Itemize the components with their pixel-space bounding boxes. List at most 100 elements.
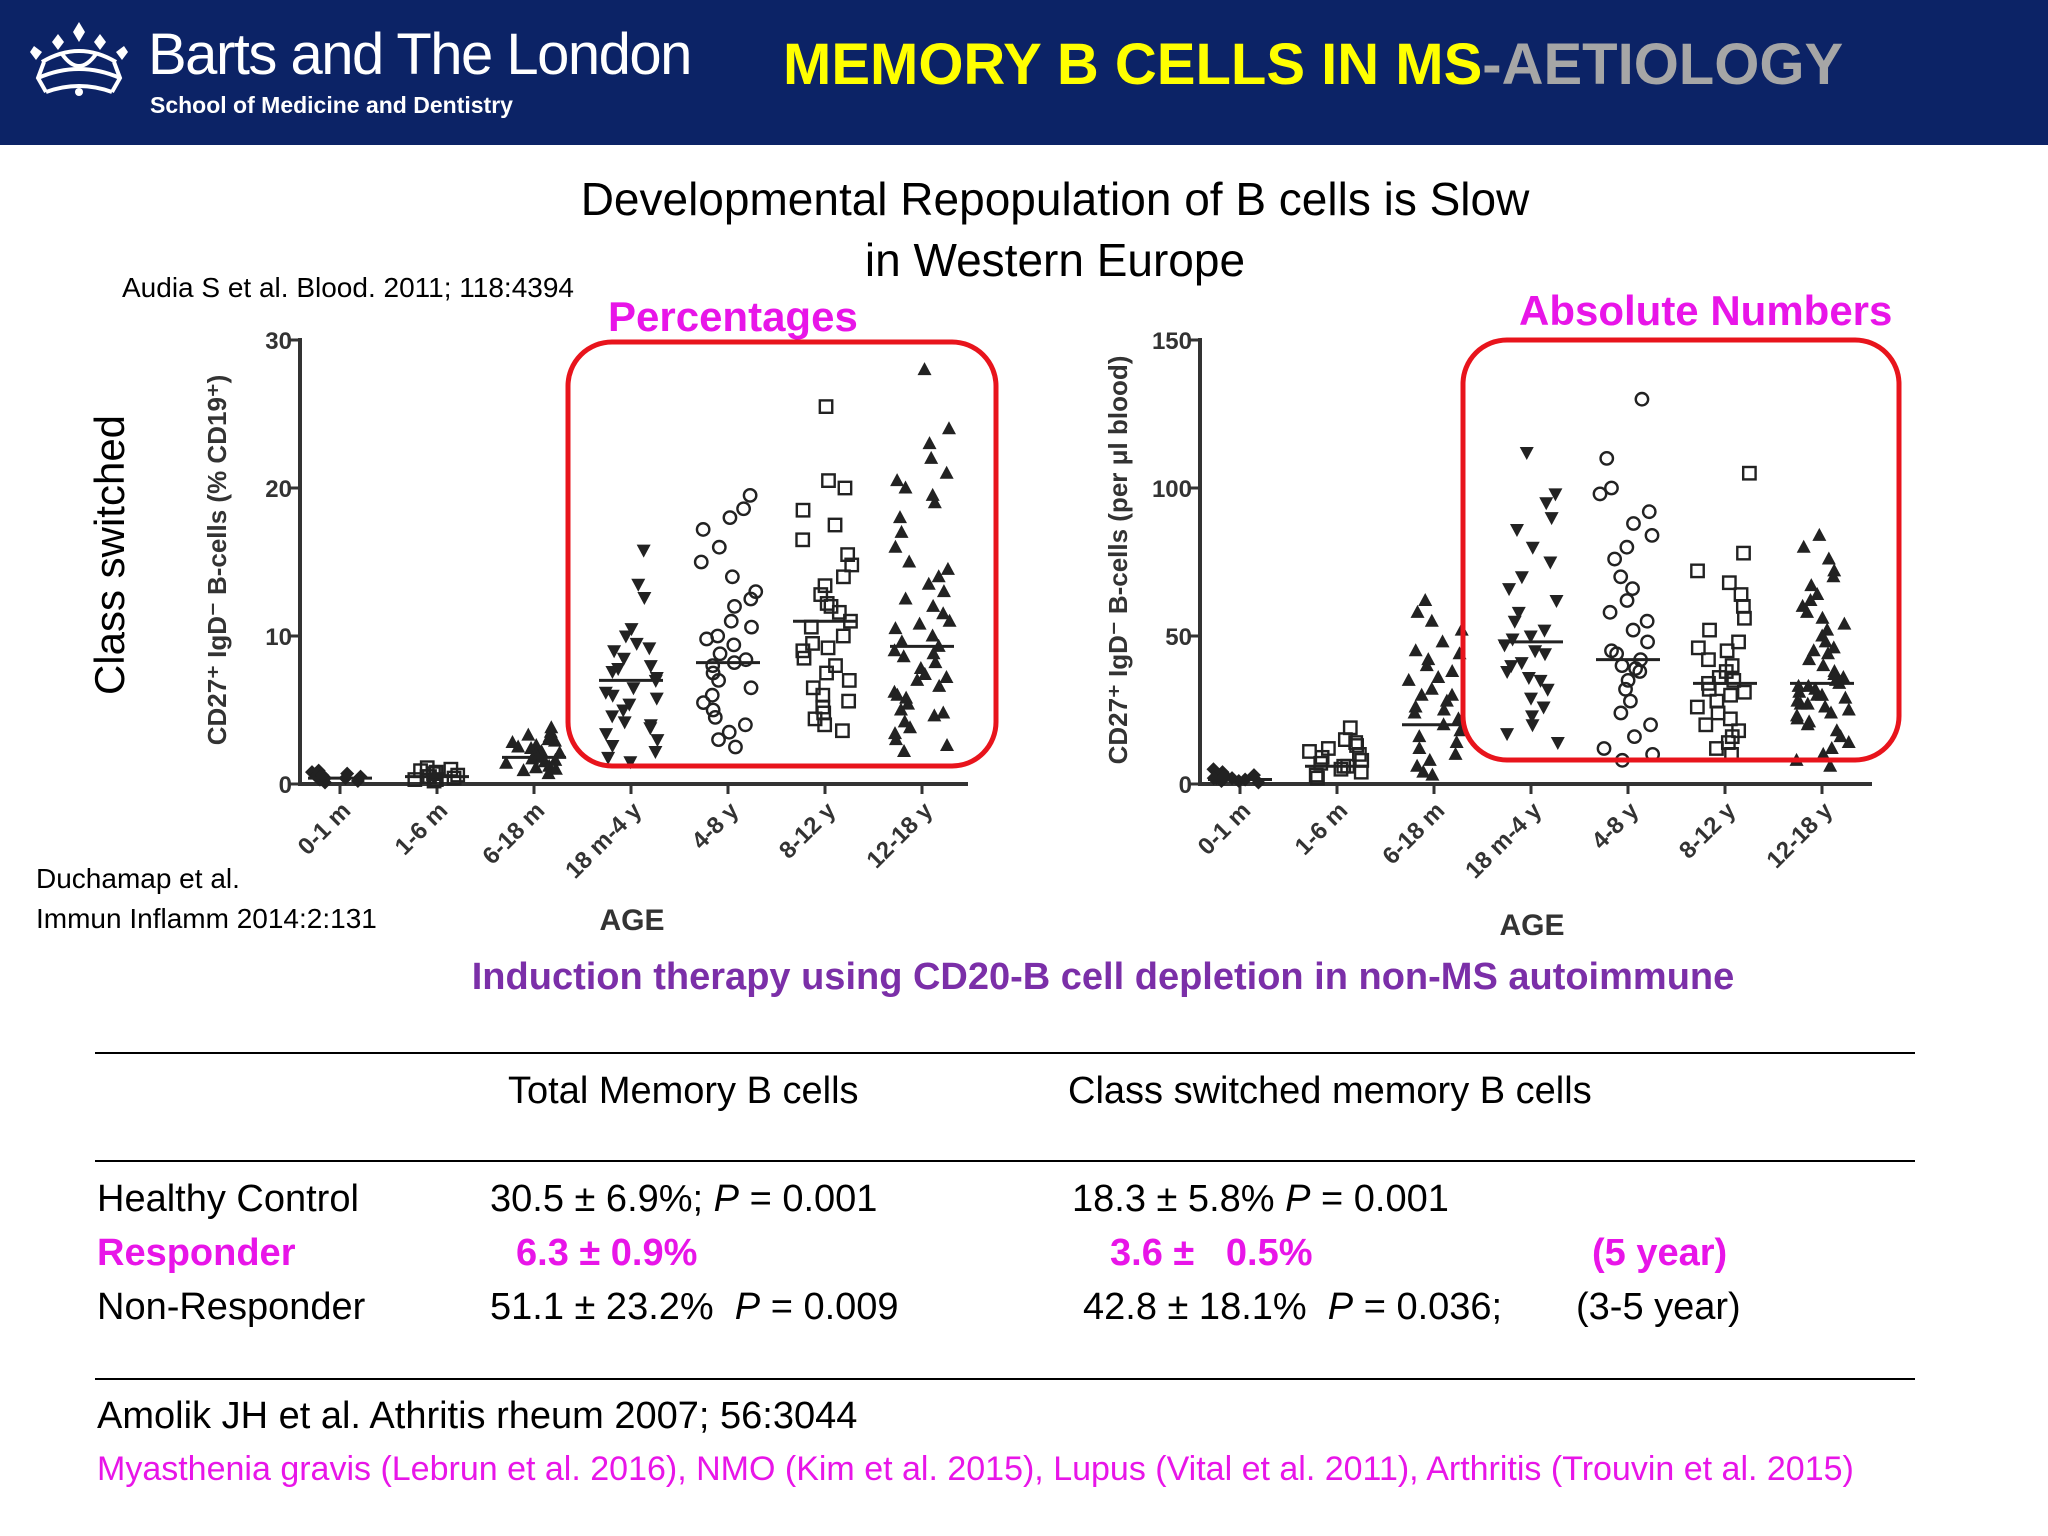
data-point <box>1408 699 1423 713</box>
data-point <box>1604 480 1619 496</box>
data-point <box>1348 735 1364 750</box>
x-tick-label: 18 m-4 y <box>1460 797 1547 884</box>
logo-subtitle: School of Medicine and Dentistry <box>150 92 513 118</box>
data-point <box>626 682 641 696</box>
data-point <box>629 637 644 651</box>
data-point <box>942 613 957 627</box>
data-point <box>643 719 658 733</box>
data-point <box>1539 497 1554 511</box>
data-point <box>616 704 631 718</box>
data-point <box>643 660 658 674</box>
title-main-text: MEMORY B CELLS IN MS <box>783 32 1483 97</box>
data-point <box>617 716 632 730</box>
row-healthy-total-eq: = 0.001 <box>739 1178 878 1220</box>
data-point <box>1837 616 1852 630</box>
header-bar: Barts and The London School of Medicine … <box>0 0 2048 145</box>
charts-canvas: 0 10 20 30 CD27⁺ IgD⁻ B-cells (% CD19⁺) 0-1 m… <box>202 328 1902 942</box>
data-point <box>743 680 759 696</box>
data-point <box>737 717 753 733</box>
data-point <box>724 569 740 585</box>
data-point <box>1620 672 1636 688</box>
data-point <box>1833 729 1848 743</box>
data-point <box>605 740 620 754</box>
data-point <box>901 696 916 710</box>
data-point <box>736 501 751 517</box>
data-point <box>1549 594 1564 608</box>
data-point <box>1722 711 1738 727</box>
data-point <box>616 652 631 666</box>
data-point <box>648 745 663 759</box>
data-point <box>611 663 626 677</box>
data-point <box>547 733 562 747</box>
data-point <box>599 728 614 742</box>
data-point <box>711 732 726 747</box>
data-point <box>917 362 932 376</box>
data-point <box>1841 735 1856 749</box>
data-point <box>1523 630 1538 644</box>
data-point <box>936 584 951 598</box>
data-point <box>1719 643 1735 659</box>
data-point <box>499 755 514 769</box>
data-point <box>1507 615 1522 629</box>
data-point <box>637 592 652 606</box>
data-point <box>1827 666 1842 680</box>
data-point <box>712 646 728 662</box>
data-point <box>940 561 955 575</box>
data-point <box>925 628 940 642</box>
data-point <box>1523 692 1538 706</box>
table-header-total: Total Memory B cells <box>508 1070 859 1112</box>
data-point <box>1439 693 1454 707</box>
data-point <box>705 658 721 673</box>
data-point <box>1410 758 1425 772</box>
x-tick-label: 4-8 y <box>1586 797 1644 855</box>
data-point <box>711 672 726 688</box>
data-point <box>1599 450 1615 466</box>
data-point <box>711 539 727 555</box>
row-responder-total: 6.3 ± 0.9% <box>516 1232 698 1274</box>
data-point <box>927 495 942 509</box>
data-point <box>1500 728 1515 742</box>
data-point <box>898 591 913 605</box>
data-point <box>1525 541 1540 555</box>
row-healthy-switched-value: 18.3 ± 5.8% <box>1072 1178 1286 1220</box>
y-tick-label: 20 <box>265 476 292 503</box>
row-nonresponder-total: 51.1 ± 23.2% P = 0.009 <box>490 1288 899 1326</box>
data-point <box>696 695 711 710</box>
data-point <box>1815 610 1830 624</box>
data-point <box>1804 578 1819 592</box>
data-point <box>818 399 834 415</box>
data-point <box>1528 645 1543 659</box>
reference-list: Myasthenia gravis (Lebrun et al. 2016), … <box>97 1450 1854 1488</box>
row-healthy-group: Healthy Control <box>97 1178 359 1220</box>
data-point <box>695 522 711 537</box>
data-point <box>795 502 811 518</box>
data-point <box>548 752 563 766</box>
data-point <box>898 480 913 494</box>
data-point <box>1731 634 1746 650</box>
data-point <box>1448 746 1463 760</box>
row-healthy-total-value: 30.5 ± 6.9%; <box>490 1178 714 1220</box>
y-tick-label: 50 <box>1165 624 1192 651</box>
data-point <box>1815 687 1830 701</box>
data-point <box>693 554 709 570</box>
data-point <box>921 576 936 590</box>
row-nonresponder-switched-p: P <box>1327 1286 1354 1328</box>
data-point <box>1505 633 1520 647</box>
data-point <box>890 473 905 487</box>
data-point <box>888 726 903 740</box>
data-point <box>795 643 811 659</box>
data-point <box>1702 622 1717 638</box>
y-tick-label: 150 <box>1152 328 1192 355</box>
data-point <box>1736 545 1751 561</box>
data-point <box>1422 752 1437 766</box>
data-point <box>1800 604 1815 618</box>
data-point <box>897 743 912 757</box>
label-class-switched: Class switched <box>86 414 133 696</box>
data-point <box>521 727 536 741</box>
data-point <box>1544 512 1559 526</box>
data-point <box>722 510 738 526</box>
data-point <box>1407 705 1422 719</box>
x-tick-label: 18 m-4 y <box>560 797 647 884</box>
data-point <box>742 487 758 503</box>
data-point <box>1619 539 1635 555</box>
